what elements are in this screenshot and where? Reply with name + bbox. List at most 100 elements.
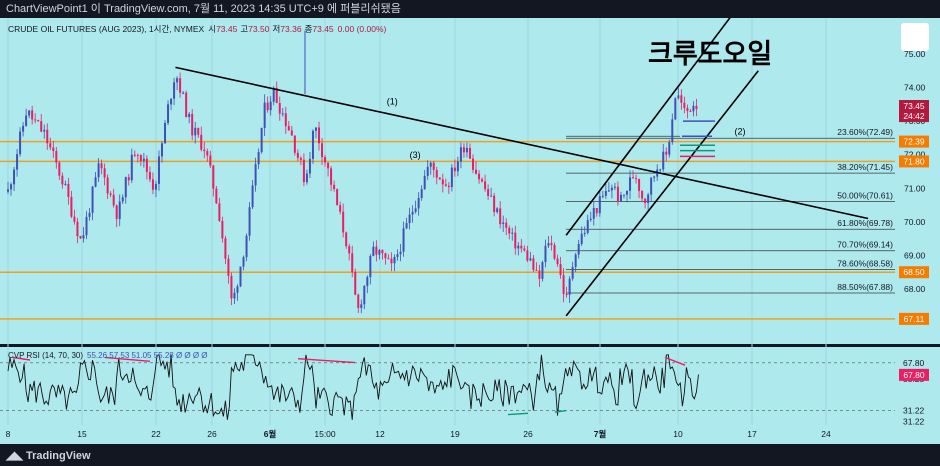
candle-body bbox=[535, 269, 538, 271]
price-badge-label: 71.80 bbox=[903, 156, 925, 166]
time-tick: 22 bbox=[151, 429, 161, 439]
candle-body bbox=[438, 177, 441, 180]
price-tick: 75.00 bbox=[904, 49, 926, 59]
candle-body bbox=[236, 286, 239, 293]
candle-body bbox=[462, 147, 465, 153]
candle-body bbox=[659, 169, 662, 171]
fib-label: 70.70%(69.14) bbox=[837, 240, 893, 250]
time-tick: 15:00 bbox=[314, 429, 336, 439]
rsi-legend-values: 55.26 57.53 51.05 55.28 Ø Ø Ø Ø bbox=[87, 351, 208, 360]
candle-body bbox=[565, 294, 568, 296]
candle-body bbox=[281, 113, 284, 115]
candle-body bbox=[468, 147, 471, 159]
symbol-legend[interactable]: CRUDE OIL FUTURES (AUG 2023), 1시간, NYMEX… bbox=[8, 24, 387, 34]
candle-body bbox=[456, 161, 459, 172]
candle-body bbox=[124, 177, 127, 198]
candle-body bbox=[266, 102, 269, 111]
tradingview-logo[interactable]: ◢◣ TradingView bbox=[6, 450, 91, 462]
candle-body bbox=[559, 264, 562, 276]
candle-body bbox=[221, 220, 224, 239]
candle-body bbox=[73, 216, 76, 222]
candle-body bbox=[19, 131, 22, 155]
candle-body bbox=[100, 163, 103, 169]
candle-body bbox=[245, 235, 248, 258]
candle-body bbox=[408, 214, 411, 224]
candle-body bbox=[369, 255, 372, 278]
pane-separator[interactable] bbox=[0, 344, 940, 347]
price-tick: 69.00 bbox=[904, 250, 926, 260]
candle-body bbox=[402, 228, 405, 252]
time-axis[interactable]: 8 15 22 26 6월 15:00 12 19 26 7월 10 17 24 bbox=[6, 429, 831, 439]
candle-body bbox=[94, 177, 97, 187]
price-badge-label: 24:42 bbox=[903, 111, 925, 121]
rsi-divergence bbox=[664, 356, 686, 366]
candle-body bbox=[206, 151, 209, 156]
publish-header: ChartViewPoint1 이 TradingView.com, 7월 11… bbox=[0, 0, 940, 18]
candle-body bbox=[215, 188, 218, 204]
candle-body bbox=[260, 127, 263, 153]
candle-body bbox=[133, 154, 136, 156]
candle-body bbox=[330, 168, 333, 185]
candle-body bbox=[209, 155, 212, 166]
wave-labels: (1) (2) (3) bbox=[387, 96, 746, 160]
candle-body bbox=[435, 169, 438, 178]
candle-body bbox=[324, 157, 327, 163]
candle-body bbox=[695, 105, 698, 109]
time-tick: 24 bbox=[821, 429, 831, 439]
candle-body bbox=[269, 101, 272, 111]
candle-body bbox=[683, 102, 686, 109]
candle-body bbox=[55, 151, 58, 163]
candle-body bbox=[490, 195, 493, 197]
candle-body bbox=[405, 223, 408, 229]
candle-body bbox=[547, 243, 550, 246]
candle-body bbox=[34, 119, 37, 121]
candle-body bbox=[345, 232, 348, 247]
candle-body bbox=[157, 156, 160, 184]
candle-body bbox=[493, 195, 496, 213]
candle-body bbox=[625, 190, 628, 195]
candle-body bbox=[472, 158, 475, 170]
rsi-pane bbox=[0, 354, 895, 420]
candle-body bbox=[254, 164, 257, 186]
candle-body bbox=[396, 254, 399, 257]
trendlines[interactable] bbox=[175, 18, 869, 317]
rsi-legend[interactable]: CVP RSI (14, 70, 30) 55.26 57.53 51.05 55… bbox=[8, 351, 208, 360]
candle-body bbox=[227, 258, 230, 276]
candle-body bbox=[31, 110, 34, 120]
candle-body bbox=[37, 120, 40, 122]
candle-body bbox=[378, 249, 381, 255]
time-tick: 19 bbox=[450, 429, 460, 439]
candle-body bbox=[191, 114, 194, 136]
candle-body bbox=[70, 196, 73, 217]
candle-body bbox=[197, 127, 200, 135]
candle-body bbox=[423, 175, 426, 190]
candle-body bbox=[10, 184, 13, 190]
candle-body bbox=[154, 183, 157, 190]
candle-body bbox=[363, 286, 366, 305]
tradingview-label: TradingView bbox=[25, 450, 91, 462]
fib-label: 38.20%(71.45) bbox=[837, 162, 893, 172]
price-badge bbox=[899, 110, 929, 123]
candle-body bbox=[387, 258, 390, 260]
candle-body bbox=[136, 154, 139, 156]
candle-body bbox=[278, 103, 281, 114]
candle-body bbox=[450, 167, 453, 188]
candle-body bbox=[164, 122, 167, 144]
candle-body bbox=[532, 258, 535, 270]
candle-body bbox=[272, 87, 275, 102]
candle-body bbox=[517, 245, 520, 249]
candle-body bbox=[115, 205, 118, 220]
settings-button[interactable] bbox=[901, 23, 929, 51]
candle-body bbox=[668, 142, 671, 155]
candle-body bbox=[327, 162, 330, 169]
chart-canvas[interactable]: 23.60%(72.49) 38.20%(71.45) 50.00%(70.61) 6… bbox=[0, 18, 940, 444]
candle-body bbox=[689, 110, 692, 112]
rsi-bullish-divergence bbox=[507, 412, 529, 416]
candle-body bbox=[299, 157, 302, 160]
candle-body bbox=[318, 127, 321, 144]
candle-body bbox=[182, 92, 185, 94]
candle-body bbox=[444, 184, 447, 186]
candle-body bbox=[622, 194, 625, 196]
candle-body bbox=[130, 154, 133, 181]
